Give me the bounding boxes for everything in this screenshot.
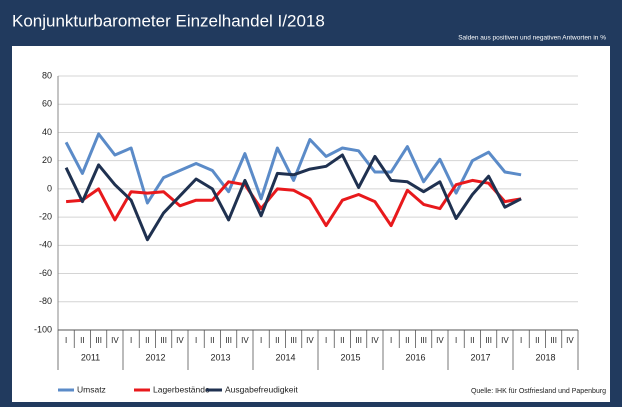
x-tick-label: III xyxy=(225,336,232,345)
series-line xyxy=(65,178,522,228)
x-tick-label: IV xyxy=(436,336,444,345)
y-tick-label: 80 xyxy=(42,70,52,80)
year-label: 2018 xyxy=(535,352,555,362)
x-tick-label: II xyxy=(80,336,84,345)
x-tick-label: II xyxy=(275,336,279,345)
y-tick-label: 20 xyxy=(42,155,52,165)
panel xyxy=(12,46,610,402)
x-tick-label: II xyxy=(470,336,474,345)
x-tick-label: III xyxy=(420,336,427,345)
x-tick-label: I xyxy=(390,336,392,345)
year-label: 2011 xyxy=(81,352,100,362)
year-label: 2017 xyxy=(470,352,490,362)
y-tick-label: -60 xyxy=(39,268,52,278)
legend-label: Ausgabefreudigkeit xyxy=(225,384,298,394)
year-label: 2015 xyxy=(340,352,360,362)
series-line xyxy=(64,153,522,242)
source: Quelle: IHK für Ostfriesland und Papenbu… xyxy=(471,388,606,395)
x-tick-label: IV xyxy=(241,336,249,345)
x-tick-label: II xyxy=(405,336,409,345)
x-tick-label: III xyxy=(290,336,297,345)
x-tick-label: IV xyxy=(371,336,379,345)
year-label: 2016 xyxy=(405,352,425,362)
y-tick-label: -80 xyxy=(39,296,52,306)
x-tick-label: I xyxy=(130,336,132,345)
x-tick-label: II xyxy=(145,336,149,345)
x-tick-label: III xyxy=(95,336,102,345)
y-tick-label: -100 xyxy=(34,324,52,334)
x-tick-label: II xyxy=(535,336,539,345)
x-tick-label: IV xyxy=(111,336,119,345)
x-tick-label: I xyxy=(260,336,262,345)
legend-label: Lagerbestände xyxy=(153,384,210,394)
series-line xyxy=(64,132,522,205)
x-tick-label: IV xyxy=(176,336,184,345)
year-label: 2013 xyxy=(210,352,230,362)
x-tick-label: I xyxy=(65,336,67,345)
x-tick-label: I xyxy=(325,336,327,345)
x-tick-label: IV xyxy=(566,336,574,345)
x-tick-label: III xyxy=(485,336,492,345)
chart-subtitle: Salden aus positiven und negativen Antwo… xyxy=(458,35,606,42)
x-tick-label: IV xyxy=(501,336,509,345)
x-tick-label: IV xyxy=(306,336,314,345)
year-label: 2014 xyxy=(275,352,295,362)
legend-label: Umsatz xyxy=(77,384,106,394)
y-tick-label: -40 xyxy=(39,240,52,250)
x-tick-label: I xyxy=(455,336,457,345)
x-tick-label: I xyxy=(520,336,522,345)
x-tick-label: I xyxy=(195,336,197,345)
chart-title: Konjunkturbarometer Einzelhandel I/2018 xyxy=(12,11,325,30)
year-label: 2012 xyxy=(145,352,165,362)
x-tick-label: III xyxy=(550,336,557,345)
x-tick-label: III xyxy=(355,336,362,345)
x-tick-label: II xyxy=(340,336,344,345)
y-tick-label: 40 xyxy=(42,127,52,137)
y-tick-label: 60 xyxy=(42,99,52,109)
x-tick-label: III xyxy=(160,336,167,345)
y-tick-label: 0 xyxy=(47,183,52,193)
y-tick-label: -20 xyxy=(39,211,52,221)
x-tick-label: II xyxy=(210,336,214,345)
